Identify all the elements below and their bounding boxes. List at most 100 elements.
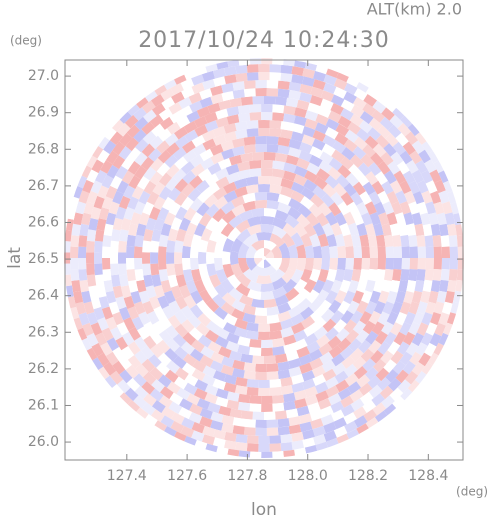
echo-cell [148, 295, 161, 310]
echo-cell [201, 130, 216, 142]
echo-cell [152, 181, 166, 196]
echo-cell [130, 290, 142, 304]
echo-cell [98, 207, 110, 220]
y-tick-label: 26.3 [28, 324, 59, 340]
echo-cell [319, 351, 334, 365]
echo-cell [389, 114, 404, 129]
echo-cell [231, 204, 246, 217]
echo-cell [124, 114, 139, 129]
echo-cell [93, 195, 105, 210]
echo-cell [449, 246, 459, 258]
echo-cell [277, 202, 292, 214]
echo-cell [199, 148, 214, 162]
echo-cell [369, 246, 378, 258]
echo-cell [288, 90, 301, 100]
echo-cell [371, 393, 385, 407]
echo-cell [186, 393, 200, 406]
echo-cell [237, 104, 251, 115]
echo-cell [334, 132, 349, 146]
echo-cell [121, 346, 135, 360]
echo-cell [290, 190, 305, 203]
echo-cell [312, 279, 326, 294]
echo-cell [94, 252, 103, 264]
echo-cell [351, 234, 362, 247]
echo-cell [136, 279, 147, 293]
echo-cell [430, 312, 442, 326]
echo-cell [78, 269, 88, 281]
echo-cell [183, 295, 197, 309]
echo-cell [353, 96, 367, 110]
echo-cell [183, 120, 198, 134]
echo-cell [149, 388, 164, 402]
echo-cell [134, 95, 149, 109]
echo-cell [306, 341, 321, 354]
echo-cell [303, 179, 318, 192]
echo-cell [414, 279, 425, 293]
echo-cell [182, 170, 197, 184]
echo-cell [320, 414, 335, 426]
echo-cell [375, 171, 388, 186]
echo-cell [291, 131, 305, 142]
echo-cell [164, 369, 179, 383]
echo-cell [417, 246, 427, 258]
echo-cell [118, 146, 132, 160]
echo-cell [408, 234, 418, 247]
echo-cell [166, 121, 181, 135]
echo-cell [232, 425, 245, 435]
echo-cell [131, 185, 144, 200]
echo-cell [434, 179, 446, 194]
echo-cell [232, 417, 245, 427]
echo-cell [116, 180, 129, 194]
echo-cell [105, 351, 119, 366]
echo-cell [240, 96, 253, 106]
echo-cell [198, 212, 212, 227]
echo-cell [119, 274, 129, 287]
echo-cell [153, 306, 166, 320]
echo-cell [264, 259, 272, 269]
echo-cell [411, 361, 425, 376]
echo-cell [362, 358, 376, 372]
echo-cell [353, 258, 363, 270]
echo-cell [228, 287, 243, 302]
echo-cell [130, 212, 142, 226]
echo-cell [334, 370, 349, 384]
echo-cell [352, 290, 365, 304]
echo-cell [293, 338, 308, 351]
echo-cell [212, 370, 227, 382]
echo-cell [308, 298, 323, 313]
echo-cell [381, 321, 394, 336]
echo-cell [347, 300, 360, 315]
echo-cell [283, 392, 296, 403]
echo-cell [288, 81, 302, 92]
echo-cell [201, 70, 215, 82]
echo-cell [174, 135, 189, 149]
echo-cell [432, 235, 442, 247]
echo-cell [309, 146, 324, 159]
echo-cell [421, 312, 433, 326]
echo-cell [203, 193, 218, 208]
echo-cell [324, 376, 339, 389]
echo-cell [191, 82, 205, 95]
x-tick-label: 127.4 [107, 468, 147, 484]
echo-cell [126, 234, 136, 247]
echo-cell [189, 327, 203, 341]
echo-cell [179, 105, 193, 118]
echo-cell [226, 106, 240, 117]
echo-cell [178, 407, 192, 420]
echo-cell [463, 280, 464, 293]
echo-cell [288, 138, 302, 150]
echo-cell [308, 203, 323, 218]
echo-cell [466, 258, 474, 270]
echo-cell [258, 443, 270, 452]
echo-cell [163, 290, 176, 304]
echo-cell [353, 136, 368, 150]
echo-cell [224, 74, 237, 85]
echo-cell [313, 326, 328, 340]
echo-cell [183, 444, 197, 456]
echo-cell [220, 301, 235, 316]
echo-cell [386, 290, 398, 304]
echo-cell [202, 425, 216, 437]
echo-cell [172, 439, 187, 452]
echo-cell [291, 322, 305, 335]
echo-cell [193, 448, 207, 458]
